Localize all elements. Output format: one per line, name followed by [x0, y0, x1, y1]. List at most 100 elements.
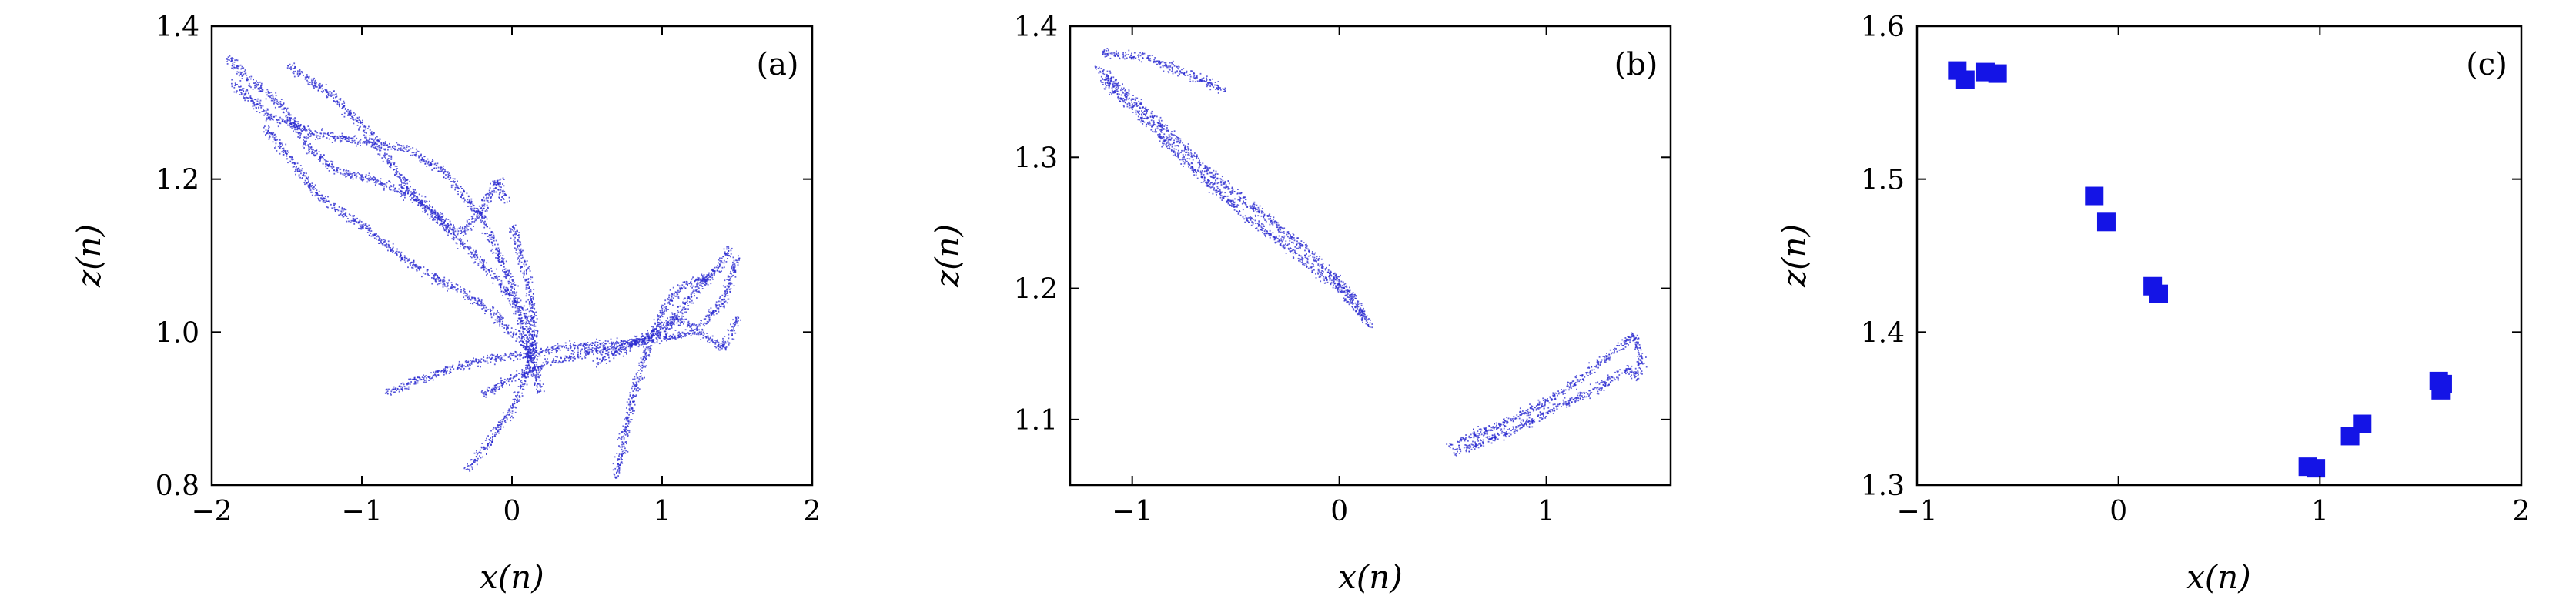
panel-a-data-point: [388, 162, 390, 164]
panel-a-data-point: [406, 260, 409, 262]
panel-a-data-point: [376, 179, 378, 182]
panel-a-data-point: [353, 216, 355, 217]
panel-a-data-point: [461, 198, 463, 200]
panel-a-data-point: [348, 140, 350, 142]
panel-a-data-point: [493, 322, 496, 323]
panel-a-data-point: [325, 163, 326, 166]
panel-a-data-point: [383, 144, 384, 146]
panel-a-data-point: [406, 179, 408, 182]
panel-a-data-point: [352, 116, 353, 119]
panel-a-data-point: [424, 206, 427, 209]
panel-a-data-point: [412, 188, 414, 190]
panel-a-data-point: [370, 138, 373, 140]
panel-a-data-point: [686, 298, 688, 300]
panel-a-data-point: [376, 233, 377, 235]
panel-a-data-point: [292, 126, 294, 129]
panel-a-data-point: [480, 206, 483, 209]
panel-a-data-point: [731, 266, 733, 268]
panel-a-data-point: [490, 392, 493, 393]
panel-a-data-point: [502, 383, 504, 385]
panel-a-data-point: [520, 354, 522, 356]
panel-a-data-point: [491, 438, 493, 440]
panel-a-data-point: [402, 382, 404, 384]
panel-a-data-point: [712, 312, 714, 314]
panel-a-data-point: [498, 432, 500, 434]
panel-a-data-point: [698, 329, 700, 331]
panel-a-data-point: [405, 190, 406, 192]
panel-a-data-point: [413, 261, 415, 263]
panel-a-data-point: [303, 147, 305, 149]
panel-a-data-point: [486, 209, 487, 211]
panel-a-data-point: [375, 180, 377, 182]
panel-a-data-point: [365, 135, 367, 137]
panel-a-data-point: [285, 122, 286, 124]
panel-a-data-point: [447, 172, 448, 173]
panel-a-data-point: [496, 315, 498, 317]
panel-a-data-point: [470, 206, 473, 208]
panel-a-data-point: [457, 364, 460, 366]
panel-a-data-point: [360, 125, 361, 128]
panel-a-data-point: [363, 179, 365, 180]
panel-a-data-point: [440, 279, 442, 281]
panel-a-data-point: [443, 282, 445, 284]
panel-a-data-point: [341, 206, 343, 209]
panel-a-data-point: [684, 308, 686, 310]
panel-a-data-point: [461, 242, 463, 244]
panel-a-data-point: [426, 377, 427, 379]
panel-a-data-point: [726, 302, 728, 304]
panel-a-data-point: [586, 350, 588, 352]
panel-a-data-point: [503, 285, 505, 287]
panel-a-data-point: [712, 313, 714, 315]
panel-a-data-point: [497, 430, 500, 432]
panel-a-data-point: [453, 233, 455, 236]
panel-a-data-point: [503, 262, 504, 264]
panel-a-data-point: [285, 143, 287, 146]
panel-a-data-point: [528, 364, 530, 366]
panel-a-data-point: [558, 345, 560, 347]
panel-a-data-point: [456, 243, 458, 245]
panel-a-data-point: [399, 177, 401, 179]
panel-a-data-point: [444, 220, 446, 222]
panel-a-data-point: [470, 207, 472, 209]
panel-a-data-point: [496, 317, 498, 320]
panel-a-data-point: [477, 366, 479, 367]
panel-a-data-point: [368, 229, 370, 231]
panel-a-data-point: [443, 168, 444, 169]
panel-a-data-point: [259, 112, 261, 114]
panel-a-data-point: [524, 313, 526, 315]
panel-a-data-point: [719, 263, 721, 265]
panel-a-data-point: [481, 212, 483, 214]
panel-a-data-point: [384, 244, 386, 246]
panel-a-data-point: [680, 334, 681, 336]
panel-a-data-point: [734, 276, 737, 278]
panel-a-data-point: [372, 133, 374, 136]
panel-a-data-point: [370, 131, 373, 133]
panel-a-data-point: [671, 336, 674, 338]
panel-a-data-point: [497, 247, 500, 249]
panel-a-data-point: [327, 200, 330, 202]
panel-a-data-point: [711, 313, 713, 316]
panel-a-data-point: [467, 206, 469, 207]
panel-a-data-point: [276, 99, 278, 101]
panel-a-data-point: [299, 72, 301, 75]
panel-a-data-point: [447, 176, 449, 179]
panel-a-data-point: [400, 196, 402, 197]
panel-a-data-point: [473, 460, 476, 462]
panel-a-data-point: [473, 254, 475, 256]
panel-a-data-point: [523, 333, 524, 335]
panel-a-data-point: [533, 374, 534, 376]
panel-a-data-point: [485, 306, 487, 309]
panel-a-data-point: [440, 216, 441, 219]
panel-a-data-point: [347, 114, 349, 116]
panel-a-data-point: [479, 258, 480, 260]
panel-a-data-point: [638, 343, 641, 346]
panel-a-data-point: [315, 134, 317, 136]
panel-a-data-point: [358, 129, 360, 131]
panel-a-data-point: [353, 119, 355, 121]
panel-a-data-point: [326, 206, 328, 208]
panel-a-data-point: [470, 209, 473, 211]
panel-a-data-point: [483, 260, 485, 263]
panel-a-data-point: [620, 340, 622, 343]
panel-a-data-point: [491, 440, 493, 443]
